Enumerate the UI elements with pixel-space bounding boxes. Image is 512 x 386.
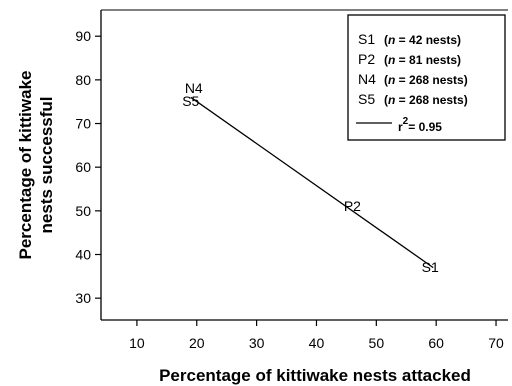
legend-n-text: = 42 nests)	[395, 33, 461, 47]
legend-code-n4: N4	[358, 71, 376, 87]
legend-code-p2: P2	[358, 51, 375, 67]
x-tick-label: 40	[309, 335, 325, 351]
legend: S1 (n = 42 nests)P2 (n = 81 nests)N4 (n = 2…	[347, 14, 506, 141]
legend-box	[347, 14, 506, 141]
legend-n-text: = 268 nests)	[395, 73, 467, 87]
regression-line	[190, 96, 434, 269]
y-tick-label: 90	[75, 28, 91, 44]
legend-n-symbol: n	[388, 73, 395, 87]
x-tick-label: 60	[428, 335, 444, 351]
y-axis-title-line-1: Percentage of kittiwake	[16, 71, 35, 260]
legend-fit-label: r2= 0.95	[398, 116, 442, 134]
legend-code-s1: S1	[358, 31, 375, 47]
legend-n-symbol: n	[388, 53, 395, 67]
x-axis-title: Percentage of kittiwake nests attacked	[159, 366, 471, 385]
legend-n-symbol: n	[388, 33, 395, 47]
y-tick-label: 60	[75, 159, 91, 175]
point-label-p2: P2	[344, 198, 361, 214]
x-tick-label: 50	[369, 335, 385, 351]
x-tick-label: 30	[249, 335, 265, 351]
legend-rows: S1 (n = 42 nests)P2 (n = 81 nests)N4 (n = 2…	[358, 31, 468, 107]
legend-n-n4: (n = 268 nests)	[384, 73, 468, 87]
legend-n-s1: (n = 42 nests)	[384, 33, 461, 47]
point-label-n4: N4	[185, 80, 203, 96]
y-axis-title-line-2: nests successful	[37, 96, 56, 233]
y-tick-label: 50	[75, 203, 91, 219]
legend-paren: (	[384, 73, 388, 87]
legend-n-text: = 268 nests)	[395, 93, 467, 107]
plot-frame	[100, 9, 508, 321]
point-label-s1: S1	[422, 259, 439, 275]
y-tick-label: 30	[75, 290, 91, 306]
legend-paren: (	[384, 53, 388, 67]
y-tick-label: 80	[75, 72, 91, 88]
y-ticks: 30 40 50 60 70 80 90	[75, 28, 101, 306]
y-axis-title: Percentage of kittiwake nests successful	[16, 71, 56, 260]
legend-n-symbol: n	[388, 93, 395, 107]
x-ticks: 10 20 30 40 50 60 70	[129, 320, 504, 351]
point-label-s5: S5	[182, 93, 199, 109]
legend-code-s5: S5	[358, 91, 375, 107]
legend-paren: (	[384, 33, 388, 47]
legend-paren: (	[384, 93, 388, 107]
legend-n-p2: (n = 81 nests)	[384, 53, 461, 67]
x-tick-label: 20	[189, 335, 205, 351]
legend-fit-r: r	[398, 120, 403, 134]
x-tick-label: 10	[129, 335, 145, 351]
legend-fit-exponent: 2	[403, 116, 409, 127]
fit-line-group	[190, 96, 434, 269]
legend-n-text: = 81 nests)	[395, 53, 461, 67]
legend-fit-value: = 0.95	[408, 120, 442, 134]
y-tick-label: 40	[75, 247, 91, 263]
legend-n-s5: (n = 268 nests)	[384, 93, 468, 107]
y-tick-label: 70	[75, 116, 91, 132]
x-tick-label: 70	[488, 335, 504, 351]
